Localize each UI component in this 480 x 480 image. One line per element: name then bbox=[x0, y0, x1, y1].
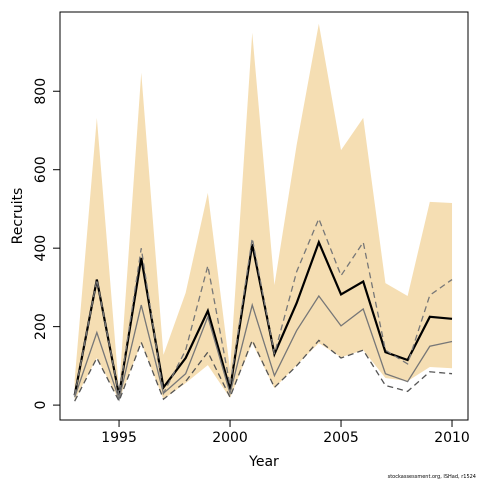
y-tick-label: 600 bbox=[33, 156, 49, 183]
plot-frame bbox=[59, 11, 469, 421]
x-tick-label: 2000 bbox=[212, 430, 248, 446]
series-line bbox=[73, 239, 453, 396]
x-tick-label: 1995 bbox=[101, 430, 137, 446]
series-line bbox=[74, 338, 453, 403]
series-line bbox=[74, 294, 453, 402]
y-tick-label: 200 bbox=[33, 313, 49, 340]
y-axis-label: Recruits bbox=[10, 188, 26, 245]
x-tick-label: 2010 bbox=[434, 430, 470, 446]
y-tick-label: 800 bbox=[33, 78, 49, 105]
y-tick-label: 0 bbox=[33, 401, 49, 410]
x-tick-label: 2005 bbox=[323, 430, 359, 446]
series-line bbox=[74, 217, 453, 396]
confidence-band bbox=[74, 23, 453, 400]
x-axis-label: Year bbox=[248, 454, 279, 470]
footnote: stockassessment.org, ISHad, r1524 bbox=[388, 474, 476, 480]
y-tick-label: 400 bbox=[33, 235, 49, 262]
